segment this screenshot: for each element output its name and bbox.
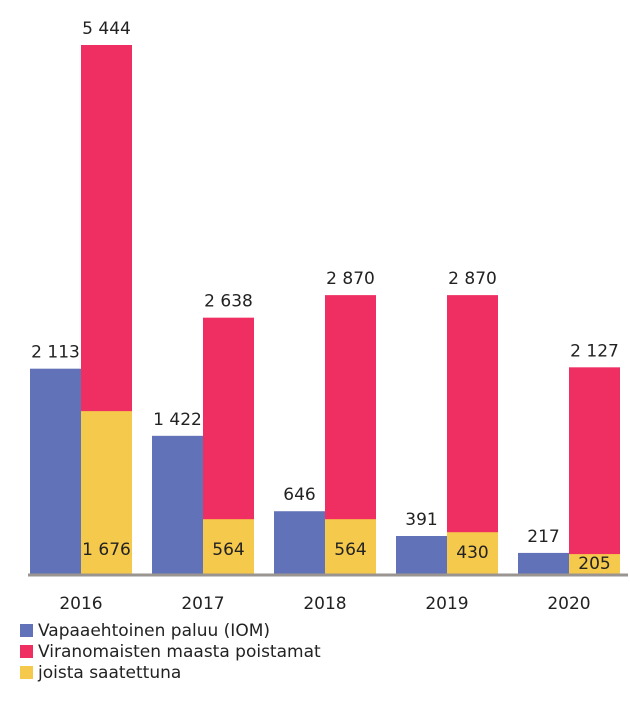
value-label: 217 <box>527 527 559 547</box>
value-label: 564 <box>212 540 244 560</box>
legend-label: Vapaaehtoinen paluu (IOM) <box>38 621 270 641</box>
value-label: 430 <box>456 543 488 563</box>
value-label: 391 <box>405 510 437 530</box>
legend-swatch <box>20 624 33 637</box>
bar <box>325 519 376 574</box>
value-label: 564 <box>334 540 366 560</box>
bar <box>274 511 325 574</box>
bar <box>81 411 132 574</box>
bar <box>447 532 498 574</box>
value-label: 2 638 <box>204 292 253 312</box>
x-tick-label: 2019 <box>425 594 468 614</box>
value-label: 646 <box>283 485 315 505</box>
bar <box>447 295 498 574</box>
x-tick-label: 2018 <box>303 594 346 614</box>
bar <box>396 536 447 574</box>
legend-swatch <box>20 645 33 658</box>
bar <box>569 367 620 574</box>
bar <box>30 368 81 574</box>
x-tick-label: 2020 <box>547 594 590 614</box>
value-label: 205 <box>578 554 610 574</box>
bar <box>569 554 620 574</box>
value-label: 2 870 <box>448 269 497 289</box>
bar <box>152 435 203 574</box>
value-label: 2 113 <box>31 343 80 363</box>
value-label: 1 422 <box>153 410 202 430</box>
legend-label: Viranomaisten maasta poistamat <box>38 642 321 662</box>
bar <box>203 519 254 574</box>
value-label: 1 676 <box>82 540 131 560</box>
legend-label: joista saatettuna <box>37 663 181 683</box>
bar <box>518 552 569 574</box>
x-tick-label: 2017 <box>181 594 224 614</box>
legend-swatch <box>20 666 33 679</box>
x-tick-label: 2016 <box>59 594 102 614</box>
value-label: 2 870 <box>326 269 375 289</box>
value-label: 2 127 <box>570 341 619 361</box>
value-label: 5 444 <box>82 19 131 39</box>
